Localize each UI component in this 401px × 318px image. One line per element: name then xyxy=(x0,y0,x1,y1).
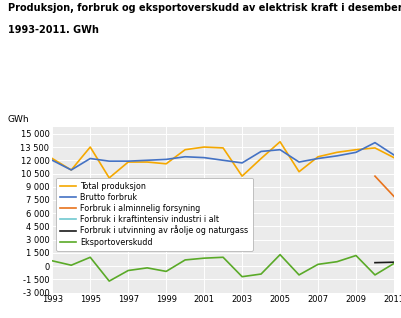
Eksportoverskudd xyxy=(391,261,395,265)
Eksportoverskudd xyxy=(201,256,206,260)
Line: Brutto forbruk: Brutto forbruk xyxy=(52,143,393,170)
Brutto forbruk xyxy=(296,160,301,164)
Eksportoverskudd xyxy=(315,262,320,266)
Legend: Total produksjon, Brutto forbruk, Forbruk i alminnelig forsyning, Forbruk i kraf: Total produksjon, Brutto forbruk, Forbru… xyxy=(56,177,252,251)
Total produksjon xyxy=(182,148,187,152)
Eksportoverskudd xyxy=(144,266,149,270)
Brutto forbruk xyxy=(353,150,358,154)
Brutto forbruk xyxy=(87,156,92,160)
Brutto forbruk xyxy=(126,159,130,163)
Brutto forbruk xyxy=(391,153,395,157)
Eksportoverskudd xyxy=(334,260,338,264)
Line: Total produksjon: Total produksjon xyxy=(52,142,393,178)
Eksportoverskudd xyxy=(353,254,358,258)
Eksportoverskudd xyxy=(182,258,187,262)
Total produksjon xyxy=(277,140,282,144)
Line: Forbruk i alminnelig forsyning: Forbruk i alminnelig forsyning xyxy=(374,176,393,197)
Total produksjon xyxy=(334,150,338,154)
Text: GWh: GWh xyxy=(8,115,29,124)
Total produksjon xyxy=(353,148,358,152)
Brutto forbruk xyxy=(69,168,73,172)
Text: 1993-2011. GWh: 1993-2011. GWh xyxy=(8,25,99,35)
Total produksjon xyxy=(87,145,92,149)
Brutto forbruk xyxy=(277,148,282,152)
Text: Produksjon, forbruk og eksportoverskudd av elektrisk kraft i desember.: Produksjon, forbruk og eksportoverskudd … xyxy=(8,3,401,13)
Total produksjon xyxy=(201,145,206,149)
Total produksjon xyxy=(69,168,73,172)
Forbruk i kraftintensiv industri i alt xyxy=(391,240,395,244)
Total produksjon xyxy=(315,155,320,159)
Brutto forbruk xyxy=(315,156,320,160)
Brutto forbruk xyxy=(334,154,338,158)
Total produksjon xyxy=(144,160,149,164)
Forbruk i alminnelig forsyning xyxy=(391,195,395,198)
Brutto forbruk xyxy=(182,155,187,159)
Eksportoverskudd xyxy=(296,273,301,277)
Total produksjon xyxy=(163,162,168,166)
Line: Eksportoverskudd: Eksportoverskudd xyxy=(52,255,393,281)
Brutto forbruk xyxy=(50,158,55,162)
Total produksjon xyxy=(126,160,130,164)
Eksportoverskudd xyxy=(69,263,73,267)
Eksportoverskudd xyxy=(277,253,282,257)
Eksportoverskudd xyxy=(87,255,92,259)
Line: Forbruk i utvinning av råolje og naturgass: Forbruk i utvinning av råolje og naturga… xyxy=(374,262,393,263)
Eksportoverskudd xyxy=(372,273,377,277)
Forbruk i utvinning av råolje og naturgass xyxy=(391,260,395,264)
Brutto forbruk xyxy=(144,158,149,162)
Total produksjon xyxy=(372,146,377,150)
Eksportoverskudd xyxy=(163,269,168,273)
Brutto forbruk xyxy=(201,156,206,160)
Eksportoverskudd xyxy=(239,275,244,279)
Eksportoverskudd xyxy=(107,279,111,283)
Brutto forbruk xyxy=(220,158,225,162)
Eksportoverskudd xyxy=(126,269,130,273)
Total produksjon xyxy=(50,156,55,160)
Total produksjon xyxy=(296,170,301,174)
Total produksjon xyxy=(239,174,244,178)
Total produksjon xyxy=(107,176,111,180)
Brutto forbruk xyxy=(107,159,111,163)
Brutto forbruk xyxy=(163,157,168,161)
Total produksjon xyxy=(391,156,395,160)
Eksportoverskudd xyxy=(220,255,225,259)
Eksportoverskudd xyxy=(258,272,263,276)
Forbruk i utvinning av råolje og naturgass xyxy=(372,261,377,265)
Total produksjon xyxy=(220,146,225,150)
Forbruk i alminnelig forsyning xyxy=(372,174,377,178)
Total produksjon xyxy=(258,156,263,160)
Brutto forbruk xyxy=(372,141,377,145)
Eksportoverskudd xyxy=(50,259,55,263)
Brutto forbruk xyxy=(239,161,244,165)
Brutto forbruk xyxy=(258,149,263,153)
